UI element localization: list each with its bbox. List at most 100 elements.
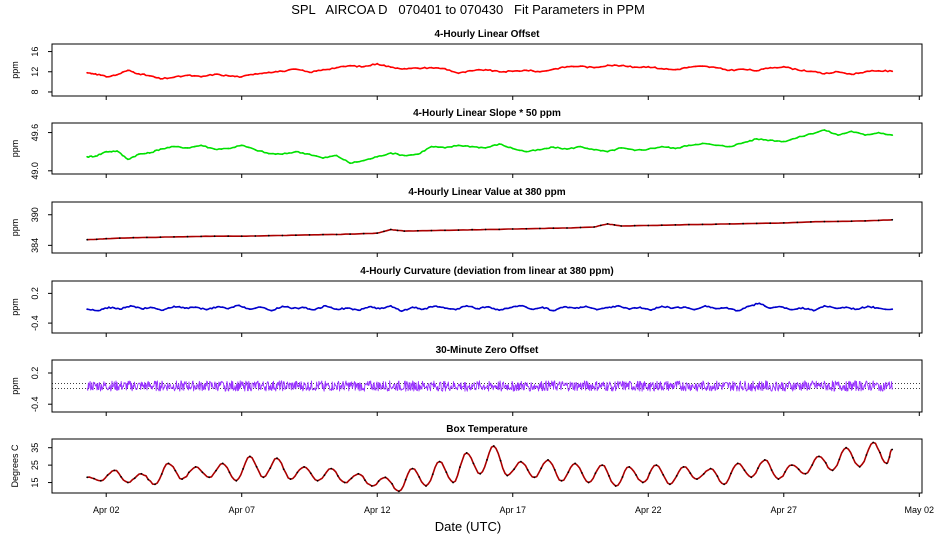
data-point — [430, 66, 433, 69]
data-point — [118, 308, 121, 311]
data-point — [116, 73, 118, 76]
data-point — [606, 64, 609, 67]
data-point — [749, 68, 751, 71]
data-point — [274, 153, 277, 156]
data-point — [309, 472, 312, 475]
data-point — [796, 68, 799, 71]
data-point — [608, 475, 610, 477]
data-point — [704, 304, 707, 307]
panel-title: 4-Hourly Linear Value at 380 ppm — [408, 187, 565, 198]
data-point — [613, 224, 616, 226]
data-point — [498, 228, 501, 231]
data-point — [617, 304, 620, 307]
y-tick-label: 384 — [30, 238, 40, 253]
data-point — [200, 75, 203, 78]
data-point — [742, 307, 744, 310]
data-point — [763, 459, 766, 461]
data-point — [796, 308, 799, 310]
data-point — [650, 309, 652, 312]
data-point — [520, 304, 522, 307]
data-point — [154, 483, 156, 486]
data-point — [417, 229, 419, 232]
data-point — [845, 306, 847, 309]
data-point — [590, 307, 593, 309]
data-point — [267, 152, 270, 155]
panel-frame — [51, 280, 923, 334]
data-point — [267, 71, 270, 74]
data-point — [383, 230, 385, 233]
data-point — [308, 234, 311, 236]
data-point — [688, 66, 690, 69]
series-line — [87, 219, 893, 241]
data-point — [328, 68, 331, 71]
data-point — [606, 306, 609, 309]
data-point — [301, 152, 304, 154]
data-point — [262, 476, 265, 479]
data-point — [94, 72, 97, 75]
data-point — [701, 65, 704, 68]
data-point — [95, 238, 98, 241]
data-point — [801, 306, 804, 309]
data-point — [525, 306, 528, 309]
data-point — [274, 70, 277, 73]
data-point — [113, 307, 116, 309]
data-point — [86, 308, 89, 311]
data-point — [295, 234, 297, 237]
data-point — [694, 143, 697, 146]
data-point — [715, 223, 717, 226]
data-point — [503, 307, 506, 310]
data-point — [837, 220, 839, 223]
data-point — [220, 74, 223, 77]
panel-frame — [51, 201, 923, 254]
data-point — [552, 68, 555, 71]
data-point — [682, 466, 685, 468]
data-point — [127, 158, 129, 161]
data-point — [891, 448, 894, 451]
data-point — [654, 66, 656, 69]
data-point — [755, 69, 758, 72]
data-point — [785, 307, 788, 309]
data-point — [364, 479, 366, 482]
data-point — [599, 149, 602, 152]
data-point — [782, 65, 785, 68]
data-point — [276, 457, 278, 460]
data-point — [540, 467, 543, 470]
data-point — [110, 75, 113, 77]
data-point — [99, 153, 102, 156]
data-point — [557, 307, 560, 310]
data-point — [478, 68, 480, 71]
data-point — [227, 307, 230, 310]
data-point — [232, 306, 235, 308]
data-point — [633, 66, 636, 69]
data-point — [715, 144, 717, 147]
data-point — [200, 308, 203, 310]
data-point — [581, 472, 583, 474]
data-point — [308, 71, 311, 74]
data-point — [396, 67, 399, 69]
data-point — [91, 308, 94, 311]
y-axis-label: Degrees C — [10, 444, 20, 488]
data-point — [674, 224, 677, 226]
data-point — [763, 305, 766, 307]
data-point — [430, 145, 433, 148]
data-point — [769, 222, 772, 225]
data-point — [410, 67, 412, 70]
data-point — [183, 307, 186, 310]
data-point — [660, 67, 663, 70]
data-point — [167, 306, 170, 309]
data-point — [655, 306, 658, 309]
panel-3: 4-Hourly Linear Value at 380 ppm ppm 384 39… — [10, 187, 923, 257]
data-point — [791, 308, 793, 311]
data-point — [476, 307, 479, 310]
data-point — [803, 135, 805, 138]
data-point — [181, 478, 184, 480]
data-point — [276, 307, 278, 309]
data-point — [681, 67, 683, 70]
series-line — [87, 302, 893, 312]
data-point — [736, 309, 739, 312]
data-point — [102, 308, 105, 310]
data-point — [850, 308, 853, 310]
data-point — [254, 148, 257, 151]
y-axis-label: ppm — [10, 298, 20, 316]
data-point — [86, 71, 89, 74]
